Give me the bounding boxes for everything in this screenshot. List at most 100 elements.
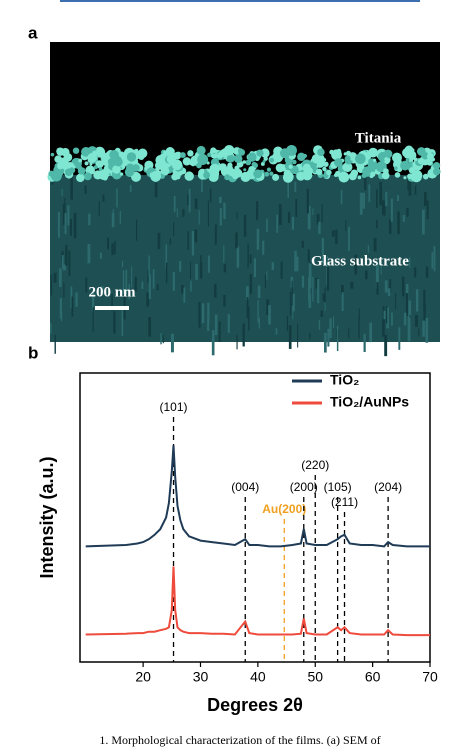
titania-particle — [417, 157, 425, 165]
titania-particle — [253, 169, 263, 179]
substrate-texture — [249, 274, 253, 294]
substrate-texture — [146, 292, 150, 307]
titania-particle — [344, 155, 351, 162]
x-tick-label: 40 — [250, 669, 266, 685]
titania-particle — [317, 148, 325, 156]
x-tick-label: 30 — [193, 669, 209, 685]
substrate-texture — [200, 255, 202, 263]
substrate-texture — [64, 213, 67, 234]
titania-particle — [126, 163, 135, 172]
substrate-texture — [359, 192, 363, 215]
substrate-texture — [131, 266, 133, 288]
substrate-texture — [297, 323, 299, 348]
substrate-texture — [256, 228, 260, 250]
substrate-texture — [358, 316, 360, 339]
titania-particle — [369, 152, 374, 157]
titania-particle — [286, 144, 297, 156]
titania-particle — [247, 152, 257, 162]
titania-particle — [184, 171, 194, 181]
titania-particle — [264, 171, 270, 177]
titania-particle — [322, 158, 327, 162]
substrate-texture — [236, 246, 240, 268]
substrate-texture — [401, 276, 405, 297]
titania-particle — [144, 160, 154, 170]
substrate-texture — [135, 219, 138, 241]
titania-particle — [112, 165, 121, 174]
substrate-texture — [332, 316, 335, 328]
titania-particle — [72, 147, 80, 154]
titania-particle — [423, 161, 428, 166]
titania-particle — [326, 169, 332, 176]
substrate-texture — [423, 289, 426, 312]
substrate-texture — [382, 319, 385, 337]
titania-particle — [76, 173, 85, 183]
substrate-texture — [209, 188, 212, 203]
substrate-texture — [306, 188, 309, 214]
legend-label: TiO₂ — [330, 372, 359, 388]
substrate-texture — [242, 323, 245, 347]
substrate-texture — [223, 295, 226, 307]
substrate-texture — [99, 252, 102, 259]
substrate-texture — [148, 255, 150, 277]
substrate-texture — [278, 204, 282, 225]
titania-particle — [248, 165, 256, 173]
substrate-texture — [214, 314, 218, 336]
substrate-texture — [354, 254, 358, 275]
substrate-texture — [195, 263, 198, 280]
titania-particle — [393, 161, 399, 168]
substrate-texture — [207, 255, 210, 273]
titania-particle — [368, 147, 378, 158]
substrate-texture — [331, 230, 335, 237]
substrate-texture — [152, 269, 155, 289]
substrate-texture — [207, 317, 210, 331]
substrate-texture — [199, 262, 203, 279]
substrate-texture — [235, 232, 238, 249]
substrate-texture — [287, 176, 290, 199]
substrate-texture — [312, 208, 314, 215]
substrate-texture — [191, 231, 195, 256]
sem-annotation: Titania — [355, 130, 402, 146]
substrate-texture — [100, 286, 104, 293]
titania-particle — [272, 173, 280, 181]
legend-label: TiO₂/AuNPs — [330, 394, 409, 410]
substrate-texture — [194, 229, 198, 243]
substrate-texture — [141, 281, 144, 290]
substrate-texture — [248, 306, 250, 331]
titania-particle — [203, 171, 211, 179]
substrate-texture — [188, 188, 191, 213]
substrate-texture — [276, 214, 279, 233]
substrate-texture — [157, 232, 161, 250]
substrate-texture — [256, 201, 259, 220]
titania-particle — [218, 150, 226, 158]
titania-particle — [334, 158, 343, 167]
titania-particle — [237, 148, 243, 154]
substrate-texture — [348, 328, 350, 339]
substrate-texture — [176, 208, 178, 218]
substrate-texture — [114, 240, 116, 255]
substrate-texture — [291, 280, 293, 306]
substrate-texture — [362, 192, 366, 209]
series-line — [85, 566, 430, 637]
substrate-texture — [414, 267, 417, 278]
substrate-texture — [59, 268, 62, 287]
titania-particle — [210, 147, 217, 154]
titania-particle — [413, 157, 418, 162]
titania-particle — [120, 172, 124, 176]
titania-particle — [384, 157, 389, 162]
titania-particle — [311, 154, 322, 164]
titania-particle — [405, 157, 410, 162]
substrate-texture — [308, 263, 312, 288]
substrate-texture — [162, 335, 164, 344]
titania-particle — [56, 147, 65, 156]
substrate-texture — [181, 285, 184, 294]
titania-particle — [56, 162, 64, 170]
titania-particle — [406, 153, 412, 159]
titania-particle — [404, 145, 414, 155]
titania-particle — [81, 147, 91, 157]
y-axis-label: Intensity (a.u.) — [37, 456, 57, 578]
substrate-texture — [258, 317, 260, 329]
substrate-texture — [375, 263, 379, 289]
reflection-label: (211) — [331, 495, 358, 509]
substrate-texture — [154, 182, 158, 198]
